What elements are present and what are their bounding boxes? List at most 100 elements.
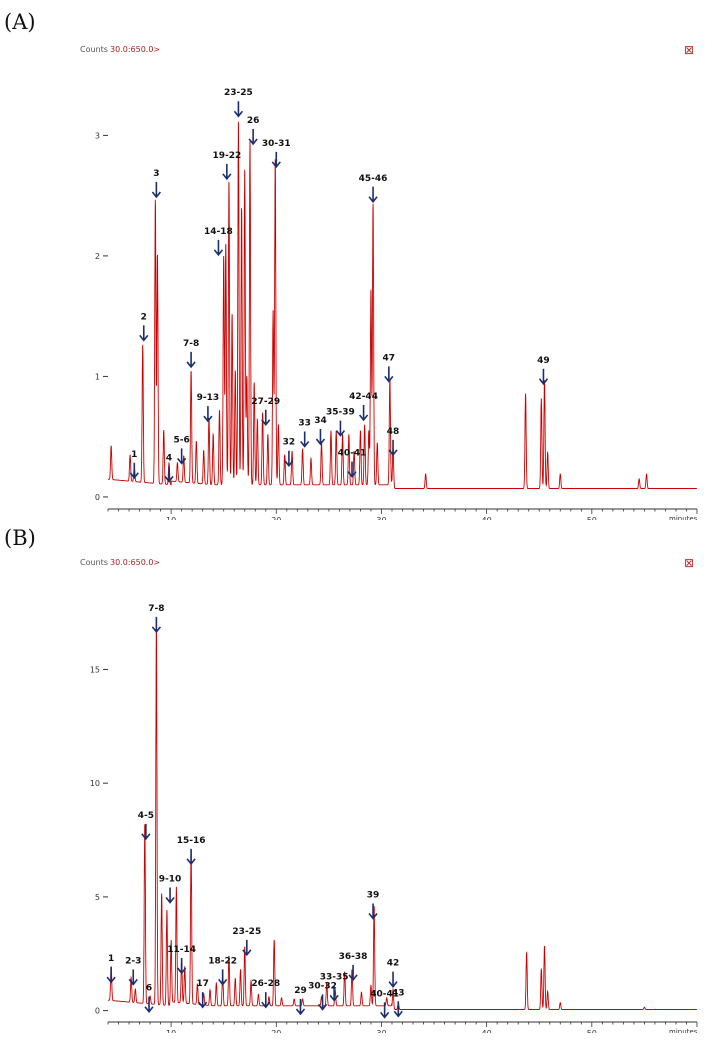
arrow-down-icon: [177, 958, 187, 975]
peak-annotation: 32: [283, 438, 296, 468]
peak-annotation: 33: [298, 418, 311, 448]
peak-annotation: 4: [164, 453, 174, 483]
arrow-down-icon: [379, 1002, 390, 1019]
peak-annotation: 6: [144, 984, 154, 1013]
x-axis-label: minutes: [669, 1028, 698, 1033]
chromatogram-a: Counts 30.0:650.0> ⊠ 0 1 2 3 10 20 30 40 50 min…: [80, 43, 698, 520]
peak-annotation: 2-3: [125, 956, 141, 986]
peak-annotation: 45-46: [359, 174, 387, 204]
peak-label: 42-44: [349, 392, 378, 402]
arrow-down-icon: [335, 420, 346, 437]
arrow-down-icon: [261, 992, 271, 1009]
arrow-down-icon: [315, 429, 326, 446]
arrow-down-icon: [368, 186, 378, 204]
peak-label: 2-3: [125, 956, 141, 966]
peak-label: 5-6: [173, 435, 189, 445]
peak-annotation: 4-5: [138, 811, 154, 841]
peak-annotation: 15-16: [177, 836, 206, 866]
peak-annotation: 39: [367, 890, 379, 920]
peak-label: 26: [247, 116, 260, 126]
peak-label: 15-16: [177, 836, 206, 846]
peak-label: 1: [108, 954, 114, 964]
x-axis-label: minutes: [669, 515, 698, 520]
peak-annotation: 23-25: [224, 88, 253, 118]
peak-annotation: 27-29: [251, 397, 280, 427]
peak-annotation: 49: [537, 356, 550, 386]
peak-annotation: 7-8: [148, 604, 165, 634]
arrow-down-icon: [347, 461, 357, 478]
peak-annotation: 35-39: [326, 408, 355, 437]
peak-label: 11-14: [167, 945, 196, 955]
y-tick-label: 3: [95, 131, 100, 140]
peak-label: 17: [196, 979, 209, 989]
x-tick-label: 50: [587, 1029, 597, 1033]
arrow-down-icon: [388, 439, 398, 457]
peak-label: 2: [141, 312, 147, 322]
arrow-down-icon: [295, 998, 306, 1016]
arrow-down-icon: [284, 450, 294, 468]
peak-label: 40-41: [370, 989, 399, 999]
peak-label: 49: [537, 356, 550, 366]
chromatogram-trace: [108, 625, 697, 1010]
arrow-down-icon: [198, 992, 208, 1009]
arrow-down-icon: [151, 616, 162, 634]
peak-annotation: 23-25: [232, 927, 261, 957]
arrow-down-icon: [261, 409, 271, 427]
close-icon[interactable]: ⊠: [684, 43, 694, 57]
arrow-down-icon: [384, 366, 394, 383]
peak-label: 9-10: [159, 875, 182, 885]
y-tick-label: 1: [95, 372, 100, 381]
y-axis-ticks: 0 1 2 3: [95, 131, 108, 502]
peak-label: 29: [294, 986, 307, 996]
arrow-down-icon: [222, 163, 232, 181]
chromatogram-trace: [107, 121, 697, 489]
arrow-down-icon: [144, 996, 154, 1013]
peak-label: 1: [131, 450, 137, 460]
peak-label: 18-22: [208, 956, 237, 966]
arrow-down-icon: [242, 939, 252, 957]
arrow-down-icon: [165, 887, 175, 904]
peak-annotation: 1: [106, 954, 116, 984]
peak-annotation: 19-22: [212, 151, 241, 181]
arrow-down-icon: [271, 151, 281, 169]
peak-annotation: 36-38: [339, 952, 367, 982]
peak-label: 33-35: [320, 972, 349, 982]
y-tick-label: 0: [95, 1007, 100, 1016]
peak-label: 6: [146, 984, 152, 994]
peak-label: 35-39: [326, 408, 355, 418]
peak-label: 7-8: [183, 339, 199, 349]
peak-label: 14-18: [204, 227, 233, 237]
peak-annotation: 5-6: [173, 435, 190, 465]
peak-annotation: 42-44: [349, 392, 378, 422]
chromatogram-b: Counts 30.0:650.0> ⊠ 0 5 10 15 10 20 30 40 50 m…: [80, 556, 698, 1033]
peak-annotation: 3: [151, 169, 162, 199]
peak-label: 33: [298, 418, 311, 428]
peak-annotation: 47: [383, 353, 395, 383]
peak-label: 34: [314, 416, 327, 426]
arrow-down-icon: [177, 448, 187, 465]
arrow-down-icon: [128, 969, 138, 986]
arrow-down-icon: [151, 181, 162, 199]
close-icon[interactable]: ⊠: [684, 556, 694, 570]
arrow-down-icon: [139, 325, 149, 342]
y-axis-ticks: 0 5 10 15: [90, 665, 108, 1016]
peak-label: 30-32: [308, 981, 337, 991]
x-tick-label: 10: [166, 516, 176, 520]
peak-label: 19-22: [212, 151, 241, 161]
arrow-down-icon: [388, 971, 398, 988]
peak-annotation: 29: [294, 986, 307, 1016]
arrow-down-icon: [368, 903, 378, 920]
peak-label: 32: [283, 438, 296, 448]
peak-annotation: 40-41: [370, 989, 399, 1019]
peak-label: 23-25: [224, 88, 253, 98]
peak-annotation: 34: [314, 416, 327, 446]
arrow-down-icon: [129, 462, 139, 480]
arrow-down-icon: [106, 967, 116, 984]
counts-label: Counts: [80, 45, 108, 54]
peak-annotation: 33-35: [320, 972, 349, 1002]
x-tick-label: 30: [376, 516, 386, 520]
peak-annotations: 1 2-3 4-5 6 7-8 9-10 11-14 15-16 17 18-22 23-25 26-…: [106, 604, 405, 1019]
peak-label: 27-29: [251, 397, 280, 407]
x-tick-label: 10: [166, 1029, 176, 1033]
arrow-down-icon: [141, 823, 151, 841]
